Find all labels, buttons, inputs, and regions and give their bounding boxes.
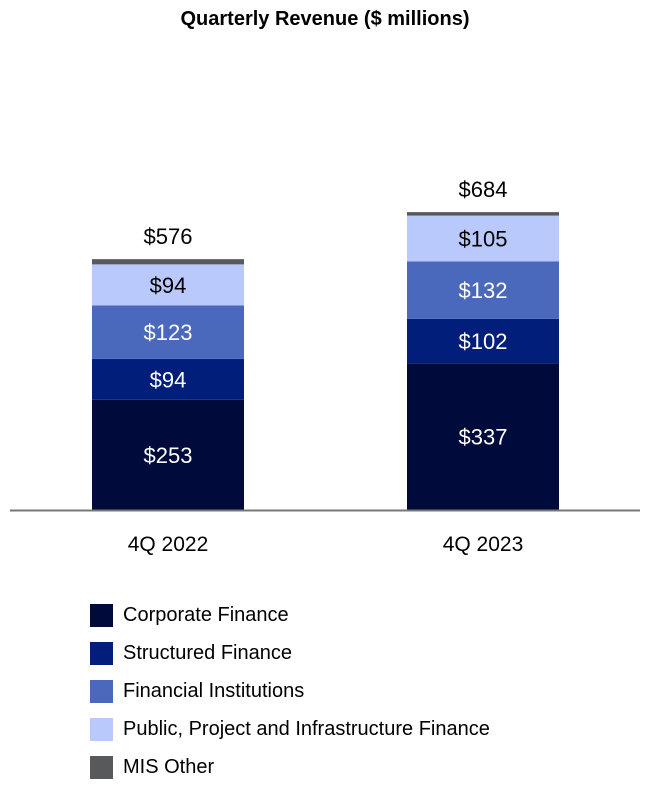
legend-label: Public, Project and Infrastructure Finan… bbox=[123, 717, 490, 740]
data-label: $105 bbox=[459, 226, 508, 251]
legend-item: Structured Finance bbox=[90, 634, 490, 672]
bar-segment bbox=[92, 358, 244, 400]
bar-segment bbox=[92, 399, 244, 510]
data-label: $253 bbox=[144, 443, 193, 468]
bar-segment bbox=[407, 363, 559, 510]
data-label: $337 bbox=[459, 425, 508, 450]
bar-segment bbox=[407, 261, 559, 319]
bar-segment bbox=[92, 259, 244, 265]
legend-swatch bbox=[90, 755, 113, 779]
bar-segment bbox=[92, 305, 244, 359]
stacked-bar-chart: $253 $94 $123 $94 $576 4Q 2022 $337 $102 $132 $10… bbox=[10, 177, 640, 556]
bar-segment bbox=[407, 215, 559, 262]
data-label: $94 bbox=[150, 273, 187, 298]
data-label: $94 bbox=[150, 367, 187, 392]
bar-segment bbox=[407, 212, 559, 216]
legend: Corporate Finance Structured Finance Finan… bbox=[90, 596, 490, 786]
legend-swatch bbox=[90, 717, 113, 741]
data-label: $132 bbox=[459, 278, 508, 303]
data-label: $123 bbox=[144, 320, 193, 345]
legend-swatch bbox=[90, 603, 113, 627]
total-label: $684 bbox=[459, 177, 508, 202]
legend-item: Public, Project and Infrastructure Finan… bbox=[90, 710, 490, 748]
legend-item: Financial Institutions bbox=[90, 672, 490, 710]
legend-label: Corporate Finance bbox=[123, 603, 289, 626]
chart-title: Quarterly Revenue ($ millions) bbox=[180, 8, 470, 30]
legend-label: Structured Finance bbox=[123, 641, 292, 664]
legend-item: MIS Other bbox=[90, 748, 490, 786]
legend-swatch bbox=[90, 679, 113, 703]
legend-swatch bbox=[90, 641, 113, 665]
total-label: $576 bbox=[144, 224, 193, 249]
x-tick-label: 4Q 2023 bbox=[443, 533, 524, 556]
x-tick-label: 4Q 2022 bbox=[128, 533, 209, 556]
bar-segment bbox=[92, 264, 244, 306]
legend-label: Financial Institutions bbox=[123, 679, 305, 702]
data-label: $102 bbox=[459, 329, 508, 354]
bar-segment bbox=[407, 318, 559, 364]
legend-label: MIS Other bbox=[123, 755, 215, 778]
legend-item: Corporate Finance bbox=[90, 596, 490, 634]
